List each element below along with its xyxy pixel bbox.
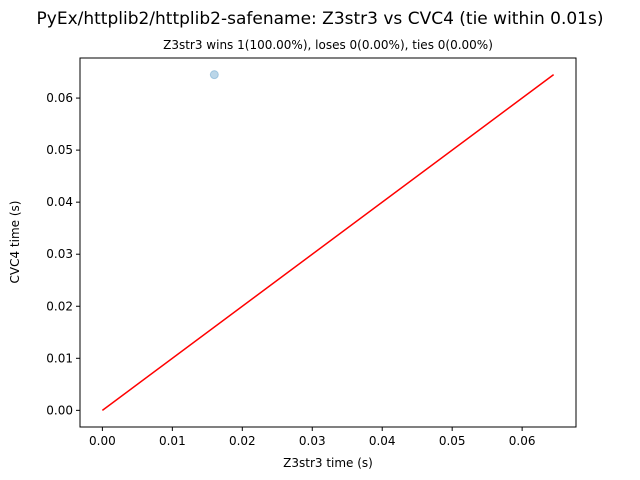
x-tick-label: 0.03 [299,434,326,448]
chart-title: PyEx/httplib2/httplib2-safename: Z3str3 … [37,9,604,29]
y-tick-label: 0.03 [46,247,73,261]
scatter-point [209,70,219,80]
x-tick-label: 0.05 [439,434,466,448]
scatter-points [209,70,219,80]
y-tick-label: 0.02 [46,299,73,313]
x-tick-label: 0.04 [369,434,396,448]
x-axis-ticks: 0.00 0.01 0.02 0.03 0.04 0.05 0.06 [89,427,535,448]
y-tick-label: 0.05 [46,143,73,157]
y-tick-label: 0.01 [46,351,73,365]
x-axis-label: Z3str3 time (s) [283,456,373,470]
x-tick-label: 0.01 [159,434,186,448]
reference-line [101,74,555,411]
plot-frame [79,57,577,428]
y-axis-label: CVC4 time (s) [8,201,22,284]
x-tick-label: 0.00 [89,434,116,448]
y-tick-label: 0.00 [46,403,73,417]
x-tick-label: 0.02 [229,434,256,448]
y-tick-label: 0.06 [46,91,73,105]
chart-subtitle: Z3str3 wins 1(100.00%), loses 0(0.00%), … [163,38,493,52]
x-tick-label: 0.06 [509,434,536,448]
y-axis-ticks: 0.00 0.01 0.02 0.03 0.04 0.05 0.06 [46,91,80,417]
y-tick-label: 0.04 [46,195,73,209]
